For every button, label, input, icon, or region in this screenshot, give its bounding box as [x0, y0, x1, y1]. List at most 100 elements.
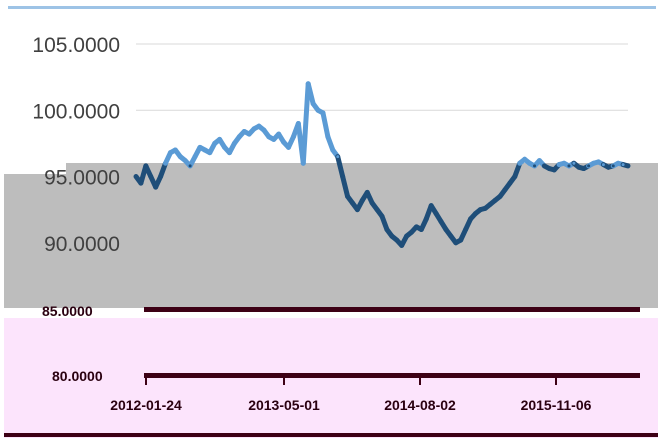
data-point [444, 228, 448, 231]
x-tick-label: 2014-08-02 [384, 397, 456, 413]
data-point [567, 164, 571, 168]
data-point [434, 212, 438, 216]
data-point [154, 185, 158, 189]
data-point [429, 204, 433, 208]
top-rule [8, 6, 656, 9]
data-point [252, 127, 256, 131]
y-tick-label: 90.0000 [44, 233, 120, 256]
x-tick-label: 2015-11-06 [521, 397, 592, 413]
data-point [331, 148, 335, 152]
gray-block-notch [4, 163, 66, 174]
bottom-bar [4, 433, 658, 437]
data-point [410, 230, 414, 234]
data-point [365, 190, 369, 194]
data-point [395, 238, 399, 242]
y-axis-ticks: 105.0000 100.0000 95.0000 90.0000 [32, 34, 120, 256]
data-point [164, 161, 168, 165]
x-tick-label: 2012-01-24 [110, 397, 182, 413]
data-point [449, 234, 453, 238]
data-point [616, 161, 620, 165]
data-point [277, 132, 281, 136]
data-point [213, 141, 217, 145]
y-tick-label-85: 85.0000 [42, 303, 93, 319]
data-point [159, 175, 163, 178]
series-segment [340, 174, 351, 199]
data-point [533, 164, 537, 168]
data-point [336, 155, 340, 159]
data-point [478, 208, 482, 212]
data-point [626, 164, 630, 168]
data-point [469, 217, 473, 221]
series-line [133, 81, 631, 248]
data-point [208, 151, 212, 155]
data-point [247, 132, 251, 136]
data-point [473, 212, 477, 216]
data-point [203, 148, 207, 152]
x-axis-ticks: 2012-01-24 2013-05-01 2014-08-02 2015-11-06 [110, 373, 592, 413]
data-point [513, 175, 517, 178]
data-point [198, 145, 202, 149]
data-point [380, 214, 384, 218]
data-point [134, 175, 138, 178]
data-point [523, 157, 527, 161]
data-point [173, 148, 177, 152]
data-point [287, 145, 291, 149]
data-point [306, 82, 310, 86]
data-point [144, 164, 148, 168]
data-point [405, 234, 409, 238]
data-point [385, 228, 389, 231]
data-point [301, 161, 305, 165]
data-point [350, 201, 354, 205]
y-tick-label: 105.0000 [32, 34, 120, 57]
data-point [483, 206, 487, 210]
data-point [582, 167, 586, 171]
data-point [272, 137, 276, 141]
data-point [168, 151, 172, 155]
series-segment [320, 110, 331, 140]
data-point [375, 208, 379, 212]
data-point [193, 155, 197, 159]
data-point [439, 220, 443, 224]
data-point [227, 151, 231, 155]
data-point [601, 163, 605, 167]
data-point [232, 141, 236, 145]
y-tick-label: 100.0000 [32, 100, 120, 123]
data-point [267, 135, 271, 139]
data-point [508, 181, 512, 185]
lower-axis-label: 80.0000 [52, 368, 103, 384]
data-point [237, 135, 241, 139]
data-point [528, 161, 532, 165]
series-segment [305, 81, 316, 107]
data-point [346, 194, 350, 198]
data-point [611, 164, 615, 168]
data-point [493, 198, 497, 202]
data-point [537, 159, 541, 163]
data-point [242, 129, 246, 133]
data-point [178, 155, 182, 159]
data-point [321, 111, 325, 115]
data-point [459, 238, 463, 242]
axis-bar-upper [144, 307, 640, 312]
data-point [316, 108, 320, 112]
data-point [390, 234, 394, 238]
data-point [218, 137, 222, 141]
data-point [370, 201, 374, 205]
data-point [542, 164, 546, 168]
data-point [355, 208, 359, 212]
data-point [552, 168, 556, 172]
data-point [296, 122, 300, 125]
data-point [518, 161, 522, 165]
data-point [488, 202, 492, 206]
data-point [424, 217, 428, 221]
data-point [464, 228, 468, 231]
occlusion-gray-block [4, 163, 658, 308]
data-point [223, 145, 227, 149]
data-point [419, 228, 423, 231]
data-point [400, 243, 404, 247]
data-point [183, 159, 187, 163]
data-point [606, 165, 610, 169]
data-point [621, 163, 625, 167]
series-segment [300, 81, 311, 166]
